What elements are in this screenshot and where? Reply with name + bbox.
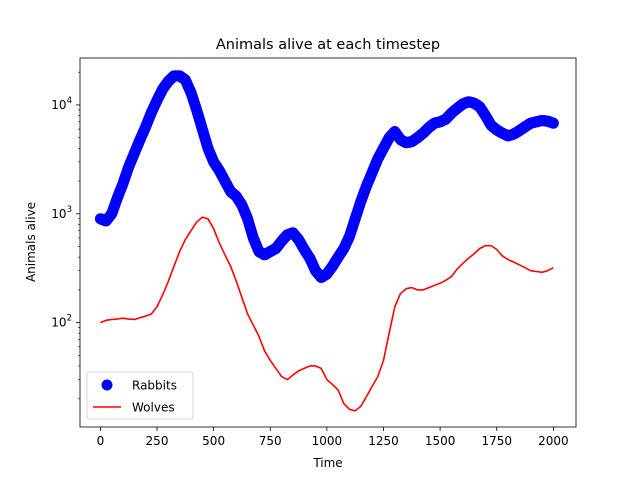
legend-rabbits-marker	[101, 379, 113, 391]
y-tick-label: 102	[51, 314, 72, 330]
y-tick-label: 103	[51, 205, 72, 221]
wolves-line	[100, 216, 554, 412]
series-layer	[94, 70, 559, 412]
legend-wolves-label: Wolves	[132, 401, 175, 415]
x-axis: 0 250 500 750 1000 1250 1500 1750 2000	[97, 427, 569, 448]
y-axis: 102 103 104	[51, 71, 80, 400]
y-tick-label: 104	[51, 96, 72, 112]
x-tick-label: 2000	[538, 434, 569, 448]
rabbits-point	[547, 117, 559, 129]
chart-title: Animals alive at each timestep	[216, 37, 440, 53]
x-axis-title: Time	[312, 456, 342, 470]
plot-frame	[79, 57, 577, 428]
legend: Rabbits Wolves	[86, 371, 194, 420]
x-tick-label: 1750	[481, 434, 512, 448]
rabbits-series	[94, 70, 559, 283]
x-tick-label: 1000	[312, 434, 343, 448]
x-tick-label: 1500	[425, 434, 456, 448]
x-tick-label: 250	[146, 434, 169, 448]
legend-rabbits-label: Rabbits	[132, 379, 177, 393]
x-tick-label: 500	[202, 434, 225, 448]
y-axis-title: Animals alive	[24, 202, 38, 282]
x-tick-label: 750	[259, 434, 282, 448]
x-tick-label: 0	[97, 434, 105, 448]
x-tick-label: 1250	[368, 434, 399, 448]
